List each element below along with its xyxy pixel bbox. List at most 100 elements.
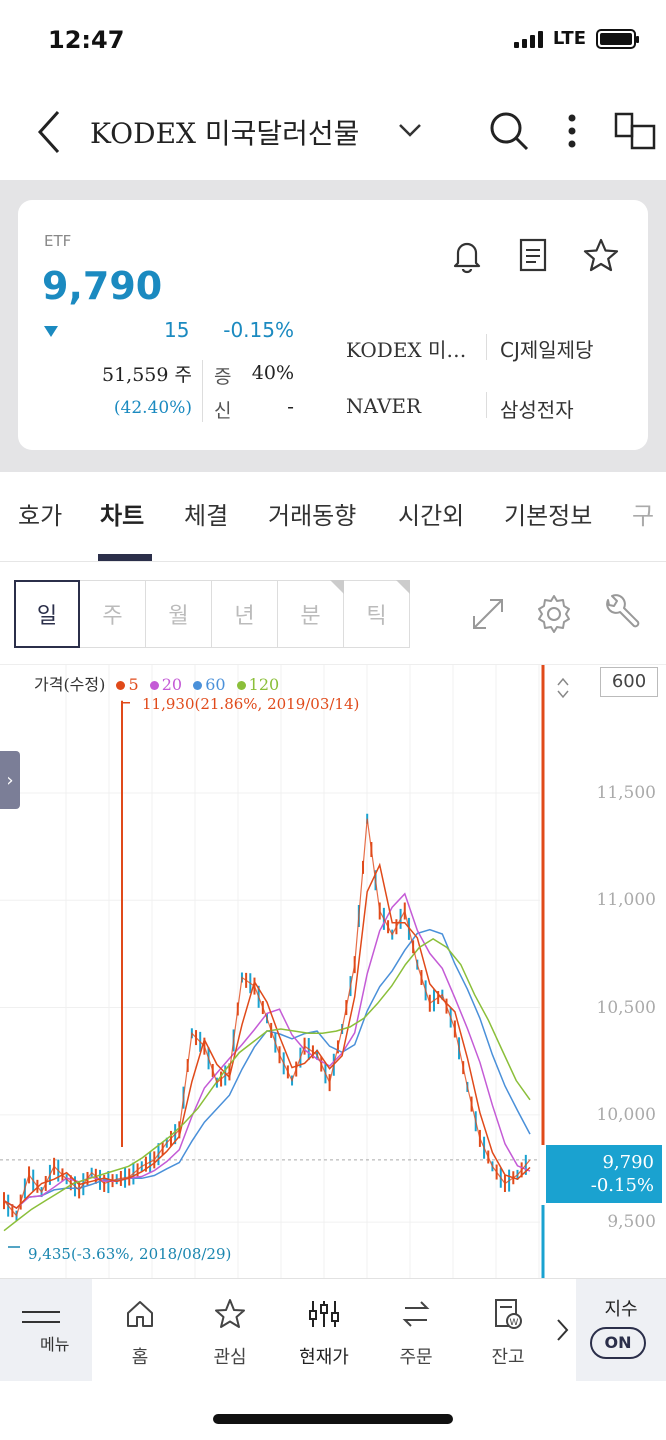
price-chart[interactable]: 가격(수정) 5 20 60 120 › 600 11,930(21.86%, … bbox=[0, 664, 666, 1279]
credit-label: 신 bbox=[214, 400, 232, 422]
nav-current-price[interactable]: 현재가 bbox=[284, 1297, 364, 1369]
divider bbox=[486, 334, 487, 360]
memo-icon[interactable] bbox=[514, 236, 552, 274]
y-tick-label: 11,500 bbox=[596, 783, 656, 803]
side-panel-handle[interactable]: › bbox=[0, 751, 20, 809]
legend-dot-ma20 bbox=[149, 681, 159, 690]
nav-balance[interactable]: W 잔고 bbox=[468, 1297, 548, 1369]
period-year[interactable]: 년 bbox=[212, 580, 278, 648]
current-price-box: 9,790 -0.15% bbox=[546, 1145, 662, 1203]
legend-ma20: 20 bbox=[161, 675, 183, 694]
security-type: ETF bbox=[44, 232, 72, 250]
credit-value: - bbox=[287, 396, 294, 418]
tab-chart[interactable]: 차트 bbox=[100, 502, 145, 530]
divider bbox=[202, 360, 203, 422]
balance-icon: W bbox=[495, 1299, 522, 1329]
tab-basic-info[interactable]: 기본정보 bbox=[504, 502, 593, 530]
sliders-icon bbox=[309, 1301, 339, 1327]
expand-icon[interactable] bbox=[466, 592, 510, 636]
nav-favorites[interactable]: 관심 bbox=[190, 1297, 270, 1369]
margin-value: 40% bbox=[251, 362, 294, 384]
legend-ma5: 5 bbox=[128, 675, 139, 694]
divider bbox=[486, 392, 487, 418]
max-price-annotation: 11,930(21.86%, 2019/03/14) bbox=[142, 695, 360, 713]
volume-pct: (42.40%) bbox=[113, 398, 192, 418]
volume: 51,559 주 bbox=[101, 364, 192, 386]
gear-icon[interactable] bbox=[532, 592, 576, 636]
index-toggle-panel: 지수 ON bbox=[576, 1279, 666, 1381]
nav-home-label: 홈 bbox=[131, 1347, 149, 1368]
legend-dot-ma120 bbox=[236, 681, 246, 690]
search-icon[interactable] bbox=[488, 110, 530, 152]
index-label: 지수 bbox=[604, 1299, 638, 1320]
home-indicator bbox=[213, 1414, 453, 1424]
ma60-line bbox=[3, 928, 531, 1210]
battery-icon bbox=[596, 28, 639, 49]
nav-current-price-label: 현재가 bbox=[299, 1347, 349, 1368]
tab-orderbook[interactable]: 호가 bbox=[18, 502, 63, 530]
y-tick-label: 11,000 bbox=[596, 890, 656, 911]
svg-text:W: W bbox=[510, 1318, 519, 1328]
main-tabs: 호가 차트 체결 거래동향 시간외 기본정보 구 bbox=[0, 472, 666, 562]
star-icon[interactable] bbox=[582, 236, 620, 274]
chart-legend: 가격(수정) 5 20 60 120 bbox=[34, 671, 279, 695]
divider bbox=[0, 561, 666, 562]
min-price-annotation: 9,435(-3.63%, 2018/08/29) bbox=[28, 1245, 232, 1263]
period-day[interactable]: 일 bbox=[14, 580, 80, 648]
scale-box[interactable]: 600 bbox=[600, 667, 658, 697]
related-stock-2[interactable]: CJ제일제당 bbox=[500, 338, 594, 362]
legend-ma60: 60 bbox=[205, 675, 226, 694]
stock-title[interactable]: KODEX 미국달러선물 bbox=[90, 117, 360, 150]
home-icon bbox=[127, 1301, 153, 1327]
price-line bbox=[3, 818, 531, 1217]
wrench-icon[interactable] bbox=[598, 592, 642, 636]
ma120-line bbox=[3, 938, 531, 1232]
period-selector: 일 주 월 년 분 틱 bbox=[14, 580, 410, 648]
tab-more[interactable]: 구 bbox=[632, 502, 655, 530]
swap-icon bbox=[402, 1301, 430, 1327]
bell-icon[interactable] bbox=[448, 236, 486, 274]
period-tick[interactable]: 틱 bbox=[344, 580, 410, 648]
chevron-down-icon[interactable] bbox=[396, 118, 424, 142]
index-toggle[interactable]: ON bbox=[590, 1327, 646, 1359]
y-tick-label: 10,000 bbox=[596, 1104, 656, 1125]
window-switch-icon[interactable] bbox=[612, 108, 658, 154]
top-bar: KODEX 미국달러선물 bbox=[0, 84, 666, 180]
ma5-line bbox=[3, 862, 531, 1210]
legend-ma120: 120 bbox=[248, 675, 280, 694]
tab-after-hours[interactable]: 시간외 bbox=[398, 502, 465, 530]
status-time: 12:47 bbox=[48, 26, 125, 54]
y-tick-label: 9,500 bbox=[607, 1212, 656, 1233]
period-minute[interactable]: 분 bbox=[278, 580, 344, 648]
nav-home[interactable]: 홈 bbox=[100, 1297, 180, 1369]
related-stock-1[interactable]: KODEX 미… bbox=[346, 338, 467, 362]
current-price: 9,790 bbox=[42, 264, 163, 308]
menu-button[interactable]: 메뉴 bbox=[0, 1279, 92, 1381]
nav-favorites-label: 관심 bbox=[213, 1347, 247, 1368]
period-month[interactable]: 월 bbox=[146, 580, 212, 648]
related-stock-3[interactable]: NAVER bbox=[346, 394, 422, 418]
price-change: 15 bbox=[164, 318, 190, 342]
related-stock-4[interactable]: 삼성전자 bbox=[500, 398, 574, 422]
more-vertical-icon[interactable] bbox=[558, 110, 586, 152]
scroll-down-icon bbox=[557, 690, 569, 699]
quote-card: ETF 9,790 15 -0.15% 51,559 주 (42.40%) 증 … bbox=[18, 200, 648, 450]
hamburger-icon bbox=[22, 1311, 60, 1323]
star-icon bbox=[215, 1299, 245, 1328]
price-change-pct: -0.15% bbox=[223, 318, 294, 342]
period-week[interactable]: 주 bbox=[80, 580, 146, 648]
signal-icon bbox=[513, 30, 543, 48]
legend-dot-ma60 bbox=[193, 681, 203, 690]
status-bar: 12:47 LTE bbox=[0, 0, 666, 84]
chevron-right-icon[interactable] bbox=[552, 1315, 572, 1345]
nav-order[interactable]: 주문 bbox=[376, 1297, 456, 1369]
down-triangle-icon bbox=[44, 326, 58, 337]
nav-balance-label: 잔고 bbox=[491, 1347, 525, 1368]
tab-trading-trend[interactable]: 거래동향 bbox=[268, 502, 357, 530]
chart-canvas[interactable] bbox=[0, 665, 666, 1279]
nav-order-label: 주문 bbox=[399, 1347, 433, 1368]
tab-trades[interactable]: 체결 bbox=[184, 502, 229, 530]
back-arrow-icon[interactable] bbox=[32, 106, 72, 158]
active-tab-indicator bbox=[98, 554, 152, 562]
y-tick-label: 10,500 bbox=[596, 997, 656, 1018]
